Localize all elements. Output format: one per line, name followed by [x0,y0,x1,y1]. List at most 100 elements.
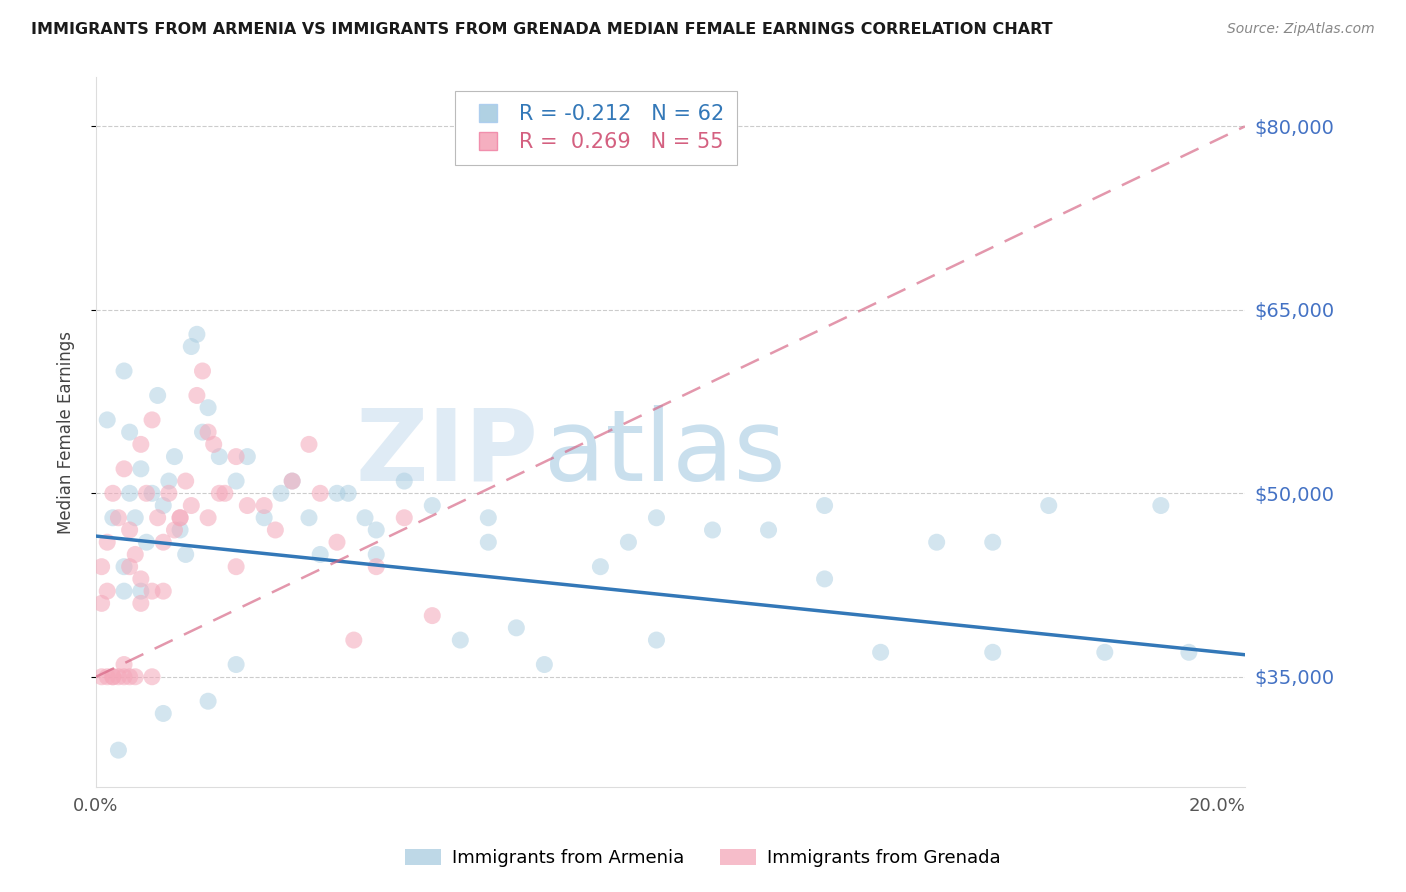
Point [208,486,231,500]
Point [112,670,135,684]
Point [253,499,276,513]
Point [1178,645,1201,659]
Point [337,486,360,500]
Point [141,584,163,599]
Point [96,584,118,599]
Point [214,486,236,500]
Point [298,437,321,451]
Point [141,670,163,684]
Point [264,523,287,537]
Point [477,535,499,549]
Point [129,462,152,476]
Point [146,388,169,402]
Point [326,486,349,500]
Point [225,474,247,488]
Point [96,535,118,549]
Point [174,474,197,488]
Point [141,486,163,500]
Point [90,670,112,684]
Text: ZIP: ZIP [356,405,538,502]
Point [118,670,141,684]
Point [118,486,141,500]
Point [152,499,174,513]
Point [236,450,259,464]
Point [152,535,174,549]
Point [197,510,219,524]
Text: Source: ZipAtlas.com: Source: ZipAtlas.com [1227,22,1375,37]
Text: atlas: atlas [544,405,786,502]
Point [225,657,247,672]
Point [169,523,191,537]
Point [197,694,219,708]
Point [343,633,366,648]
Point [118,559,141,574]
Point [354,510,377,524]
Point [152,584,174,599]
Point [107,510,129,524]
Point [180,499,202,513]
Point [420,608,443,623]
Point [366,523,388,537]
Point [112,657,135,672]
Point [107,743,129,757]
Point [112,364,135,378]
Point [96,413,118,427]
Point [174,548,197,562]
Point [169,510,191,524]
Point [981,645,1004,659]
Point [118,523,141,537]
Legend: R = -0.212   N = 62, R =  0.269   N = 55: R = -0.212 N = 62, R = 0.269 N = 55 [454,91,737,165]
Point [186,388,208,402]
Point [1094,645,1116,659]
Point [112,559,135,574]
Point [981,535,1004,549]
Point [758,523,780,537]
Point [645,633,668,648]
Point [141,413,163,427]
Point [702,523,724,537]
Point [281,474,304,488]
Point [118,425,141,439]
Point [270,486,292,500]
Point [101,486,124,500]
Point [869,645,891,659]
Point [90,596,112,610]
Point [449,633,471,648]
Point [645,510,668,524]
Point [533,657,555,672]
Point [101,670,124,684]
Point [202,437,225,451]
Point [152,706,174,721]
Point [180,339,202,353]
Point [589,559,612,574]
Point [1038,499,1060,513]
Point [124,670,146,684]
Point [135,535,157,549]
Point [197,425,219,439]
Point [281,474,304,488]
Point [146,510,169,524]
Point [124,548,146,562]
Point [925,535,948,549]
Point [124,510,146,524]
Point [90,559,112,574]
Point [129,437,152,451]
Point [394,474,416,488]
Point [112,584,135,599]
Point [253,510,276,524]
Point [420,499,443,513]
Point [186,327,208,342]
Point [225,450,247,464]
Y-axis label: Median Female Earnings: Median Female Earnings [58,331,75,533]
Point [191,364,214,378]
Point [191,425,214,439]
Point [101,670,124,684]
Point [129,596,152,610]
Point [163,523,186,537]
Text: IMMIGRANTS FROM ARMENIA VS IMMIGRANTS FROM GRENADA MEDIAN FEMALE EARNINGS CORREL: IMMIGRANTS FROM ARMENIA VS IMMIGRANTS FR… [31,22,1053,37]
Point [617,535,640,549]
Point [813,499,835,513]
Point [163,450,186,464]
Point [107,670,129,684]
Point [157,474,180,488]
